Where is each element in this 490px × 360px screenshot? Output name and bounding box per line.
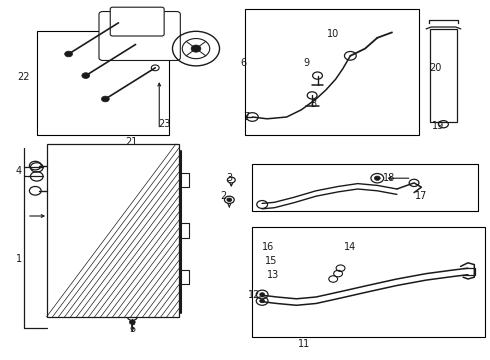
Text: 22: 22 xyxy=(17,72,30,82)
Text: 10: 10 xyxy=(327,29,339,39)
FancyBboxPatch shape xyxy=(99,12,180,60)
Text: 7: 7 xyxy=(244,112,249,122)
Circle shape xyxy=(260,299,265,303)
Text: 18: 18 xyxy=(384,173,396,183)
Text: 3: 3 xyxy=(226,173,232,183)
Text: 21: 21 xyxy=(125,137,138,147)
Text: 19: 19 xyxy=(433,121,445,131)
Text: 4: 4 xyxy=(16,166,22,176)
Bar xyxy=(252,227,485,337)
Bar xyxy=(37,31,169,135)
Text: 16: 16 xyxy=(262,242,274,252)
FancyBboxPatch shape xyxy=(110,7,164,36)
Circle shape xyxy=(260,293,265,296)
Circle shape xyxy=(227,198,232,202)
Text: 9: 9 xyxy=(303,58,309,68)
Circle shape xyxy=(65,51,73,57)
Circle shape xyxy=(191,45,201,52)
Text: 5: 5 xyxy=(129,324,135,334)
Text: 23: 23 xyxy=(158,119,171,129)
Bar xyxy=(47,144,179,317)
Text: 11: 11 xyxy=(297,339,310,349)
Text: 15: 15 xyxy=(265,256,278,266)
Bar xyxy=(245,9,419,135)
Circle shape xyxy=(129,320,135,324)
Circle shape xyxy=(101,96,109,102)
Circle shape xyxy=(374,176,380,180)
Text: 13: 13 xyxy=(268,270,280,280)
Text: 20: 20 xyxy=(429,63,441,73)
Text: 1: 1 xyxy=(16,254,22,264)
Bar xyxy=(252,164,478,211)
Text: 8: 8 xyxy=(311,99,317,109)
Text: 17: 17 xyxy=(415,191,428,201)
Text: 12: 12 xyxy=(247,290,260,300)
Text: 14: 14 xyxy=(344,242,356,252)
Bar xyxy=(430,29,457,122)
Text: 6: 6 xyxy=(241,58,246,68)
Text: 2: 2 xyxy=(220,191,226,201)
Circle shape xyxy=(82,73,90,78)
